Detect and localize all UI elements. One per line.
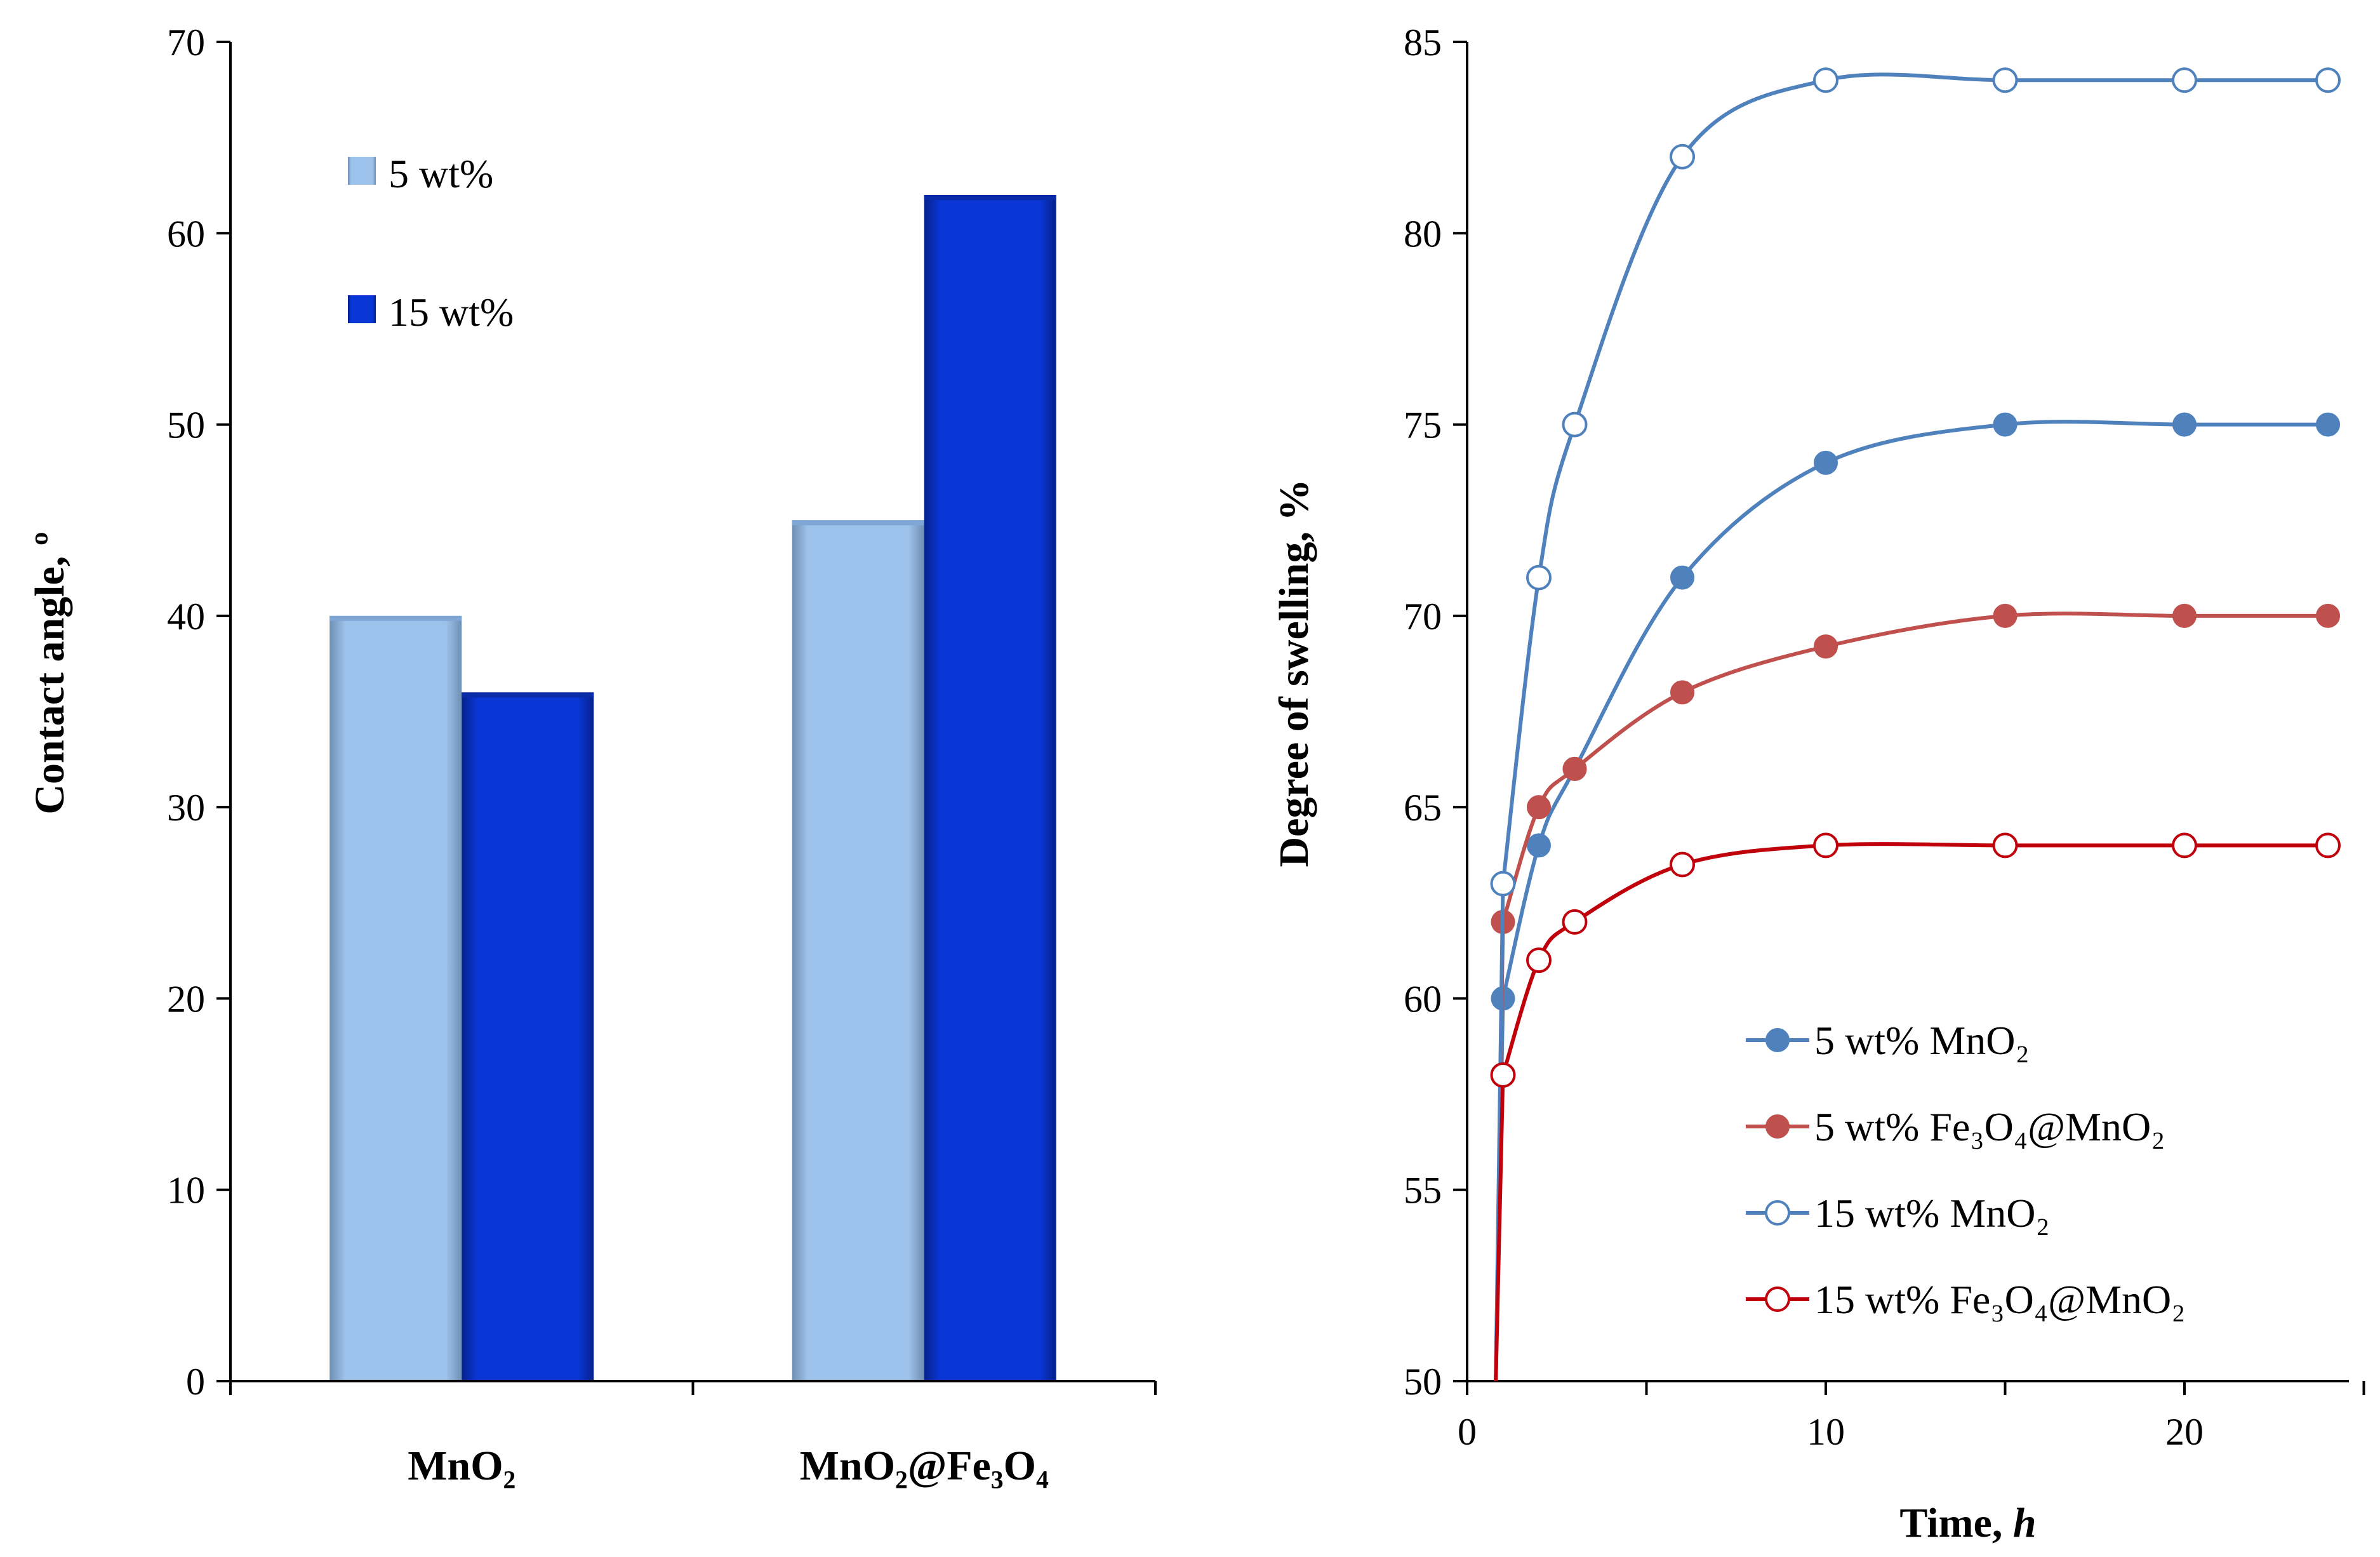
data-point-15-wt-fe-o-mno bbox=[1562, 909, 1588, 935]
data-point-15-wt-fe-o-mno bbox=[2315, 832, 2341, 859]
bar-top-edge-mno-15-wt bbox=[462, 692, 594, 698]
data-point-5-wt-fe-o-mno bbox=[1527, 795, 1551, 820]
bar-axes bbox=[216, 41, 1157, 1395]
data-point-5-wt-fe-o-mno bbox=[2172, 603, 2197, 628]
bar-series bbox=[329, 195, 1056, 1381]
legend-marker-15-wt-mno bbox=[1765, 1200, 1790, 1226]
line-axes bbox=[1453, 41, 2365, 1395]
data-point-5-wt-mno bbox=[2172, 412, 2197, 437]
legend-label-5-wt: 5 wt% bbox=[389, 151, 493, 196]
data-point-5-wt-mno bbox=[1814, 450, 1838, 475]
line-series bbox=[1490, 67, 2341, 1382]
data-point-5-wt-fe-o-mno bbox=[2316, 603, 2340, 628]
legend-marker-5-wt-fe-o-mno bbox=[1765, 1114, 1790, 1139]
data-point-5-wt-mno bbox=[2316, 412, 2340, 437]
line-x-tick-label: 20 bbox=[2165, 1411, 2204, 1453]
bar-legend: 5 wt% 15 wt% bbox=[348, 151, 514, 335]
legend-label-15-wt: 15 wt% bbox=[389, 290, 514, 335]
data-point-15-wt-mno bbox=[1490, 871, 1516, 897]
line-y-tick-label: 75 bbox=[1404, 404, 1442, 446]
line-y-tick-label: 55 bbox=[1404, 1170, 1442, 1212]
bar-y-tick-label: 60 bbox=[167, 213, 205, 255]
line-x-tick-label: 10 bbox=[1807, 1411, 1845, 1453]
bar-y-tick-label: 70 bbox=[167, 22, 205, 63]
line-y-tick-label: 70 bbox=[1404, 596, 1442, 638]
legend-swatch-5-wt bbox=[348, 157, 376, 185]
line-x-axis-title: Time, h bbox=[1899, 1500, 2036, 1546]
bar-y-tick-label: 10 bbox=[167, 1170, 205, 1212]
bar-mno-fe-o-15-wt bbox=[924, 195, 1056, 1381]
data-point-5-wt-fe-o-mno bbox=[1670, 680, 1694, 705]
line-x-tick-label: 0 bbox=[1458, 1411, 1477, 1453]
line-x-axis-title-unit: h bbox=[2013, 1500, 2037, 1546]
bar-top-edge-mno-5-wt bbox=[329, 615, 462, 621]
swelling-line-chart: 50 55 60 65 70 75 80 85 0 10 20 Degree of swellin… bbox=[1271, 22, 2365, 1546]
data-point-15-wt-mno bbox=[1813, 67, 1838, 93]
data-point-15-wt-mno bbox=[1670, 144, 1695, 170]
legend-swatch-15-wt bbox=[348, 295, 376, 323]
data-point-15-wt-fe-o-mno bbox=[1813, 832, 1838, 859]
data-point-15-wt-fe-o-mno bbox=[1992, 832, 2018, 859]
bar-top-edge-mno-fe-o-15-wt bbox=[924, 195, 1056, 201]
bar-y-tick-label: 20 bbox=[167, 978, 205, 1020]
legend-marker-5-wt-mno bbox=[1765, 1028, 1790, 1052]
data-point-15-wt-mno bbox=[1562, 411, 1588, 438]
data-point-15-wt-fe-o-mno bbox=[1490, 1062, 1516, 1088]
bar-y-tick-label: 40 bbox=[167, 596, 205, 638]
legend-label-5-wt-fe-o-mno: 5 wt% Fe₃O₄@MnO₂ bbox=[1814, 1104, 2165, 1149]
data-point-5-wt-fe-o-mno bbox=[1993, 603, 2018, 628]
line-x-tick-labels: 0 10 20 bbox=[1458, 1411, 2204, 1453]
data-point-15-wt-mno bbox=[1526, 565, 1552, 591]
bar-y-axis-title: Contact angle, º bbox=[27, 531, 73, 814]
bar-category-labels: MnO₂ MnO₂@Fe₃O₄ bbox=[408, 1443, 1049, 1489]
line-y-tick-label: 65 bbox=[1404, 787, 1442, 829]
bar-category-label: MnO₂ bbox=[408, 1443, 515, 1489]
line-x-axis-title-main: Time, bbox=[1899, 1500, 2012, 1546]
line-legend: 5 wt% MnO₂ 5 wt% Fe₃O₄@MnO₂ 15 wt% MnO₂ 15 … bbox=[1746, 1018, 2186, 1322]
data-point-15-wt-mno bbox=[2172, 67, 2197, 93]
legend-marker-15-wt-fe-o-mno bbox=[1765, 1286, 1790, 1312]
data-point-15-wt-mno bbox=[1992, 67, 2018, 93]
data-point-5-wt-fe-o-mno bbox=[1562, 756, 1587, 781]
line-y-tick-label: 60 bbox=[1404, 978, 1442, 1020]
bar-mno-15-wt bbox=[462, 692, 594, 1381]
line-y-tick-labels: 50 55 60 65 70 75 80 85 bbox=[1404, 22, 1442, 1403]
bar-y-tick-label: 50 bbox=[167, 404, 205, 446]
line-y-tick-label: 50 bbox=[1404, 1361, 1442, 1403]
data-point-15-wt-fe-o-mno bbox=[1526, 947, 1552, 973]
series-line-5-wt-mno bbox=[1494, 420, 2328, 1382]
series-line-5-wt-fe-o-mno bbox=[1494, 611, 2328, 1382]
bar-mno-fe-o-5-wt bbox=[792, 520, 924, 1381]
line-y-axis-title: Degree of swelling, % bbox=[1271, 479, 1317, 867]
bar-category-label: MnO₂@Fe₃O₄ bbox=[800, 1443, 1049, 1489]
bar-top-edge-mno-fe-o-5-wt bbox=[792, 520, 924, 526]
data-point-15-wt-fe-o-mno bbox=[1670, 852, 1695, 878]
data-point-15-wt-fe-o-mno bbox=[2172, 832, 2197, 859]
legend-label-15-wt-mno: 15 wt% MnO₂ bbox=[1814, 1191, 2050, 1236]
bar-y-tick-label: 30 bbox=[167, 787, 205, 829]
data-point-15-wt-mno bbox=[2315, 67, 2341, 93]
bar-mno-5-wt bbox=[329, 615, 462, 1381]
data-point-5-wt-mno bbox=[1993, 412, 2018, 437]
bar-y-tick-label: 0 bbox=[186, 1361, 205, 1403]
legend-label-15-wt-fe-o-mno: 15 wt% Fe₃O₄@MnO₂ bbox=[1814, 1277, 2186, 1322]
line-y-tick-label: 80 bbox=[1404, 213, 1442, 255]
data-point-5-wt-mno bbox=[1527, 833, 1551, 858]
data-point-5-wt-mno bbox=[1670, 565, 1694, 590]
bar-y-tick-labels: 0 10 20 30 40 50 60 70 bbox=[167, 22, 205, 1403]
data-point-5-wt-fe-o-mno bbox=[1814, 634, 1838, 659]
legend-label-5-wt-mno: 5 wt% MnO₂ bbox=[1814, 1018, 2030, 1063]
line-y-tick-label: 85 bbox=[1404, 22, 1442, 63]
series-line-15-wt-mno bbox=[1494, 72, 2328, 1382]
